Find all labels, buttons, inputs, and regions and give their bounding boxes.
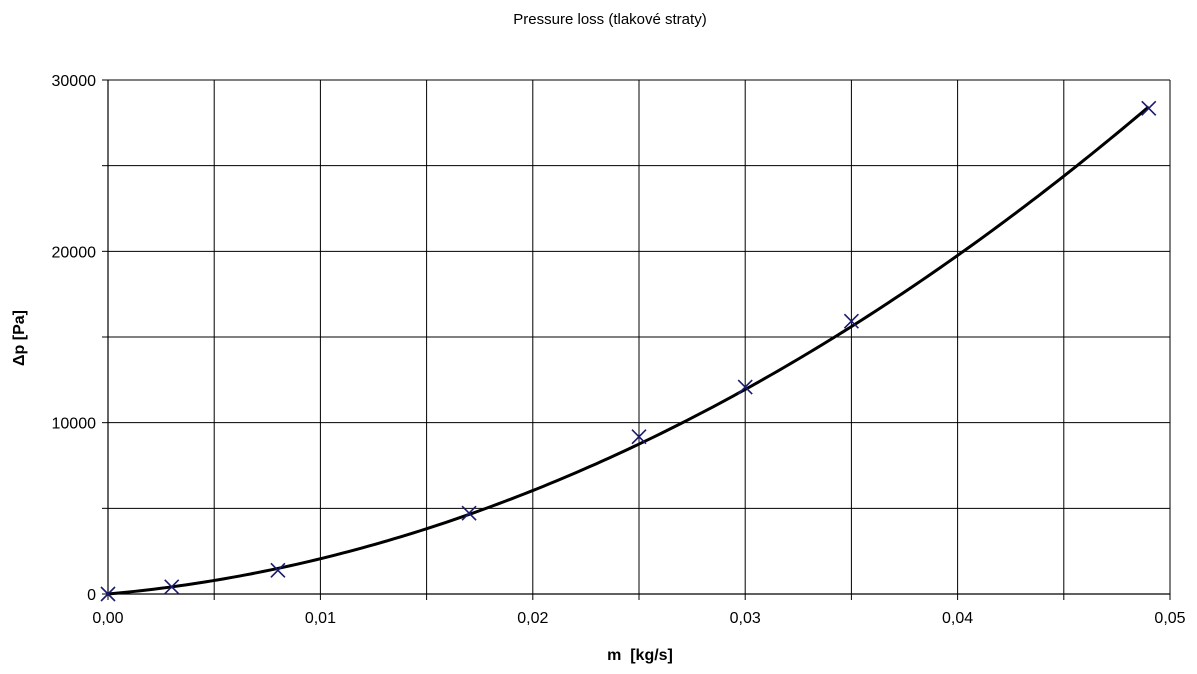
y-axis-title: Δp [Pa]: [11, 310, 28, 366]
x-axis-title: m [kg/s]: [607, 647, 673, 664]
data-point: [270, 562, 286, 578]
y-tick-label: 0: [87, 587, 96, 604]
axes: [102, 79, 1171, 600]
x-tick-label: 0,02: [517, 610, 548, 627]
y-tick-label: 20000: [52, 244, 97, 261]
x-tick-label: 0,01: [305, 610, 336, 627]
grid-layer: [107, 79, 1171, 595]
data-point: [100, 586, 116, 602]
data-point: [1141, 100, 1157, 116]
data-point: [461, 505, 477, 521]
chart-title: Pressure loss (tlakové straty): [513, 11, 706, 28]
y-tick-label: 30000: [52, 73, 97, 90]
data-point: [843, 313, 859, 329]
tick-labels: 0,00 0,01 0,02 0,03 0,04 0,05 0 10000 20000 30000: [52, 73, 1186, 627]
x-tick-label: 0,04: [942, 610, 973, 627]
data-point: [164, 579, 180, 595]
trendline: [107, 105, 1150, 596]
trendline-layer: [107, 105, 1150, 596]
data-point: [631, 429, 647, 445]
x-tick-label: 0,05: [1154, 610, 1185, 627]
data-point: [737, 379, 753, 395]
data-markers: [100, 100, 1157, 602]
y-tick-label: 10000: [52, 416, 97, 433]
x-tick-label: 0,00: [92, 610, 123, 627]
x-tick-label: 0,03: [730, 610, 761, 627]
